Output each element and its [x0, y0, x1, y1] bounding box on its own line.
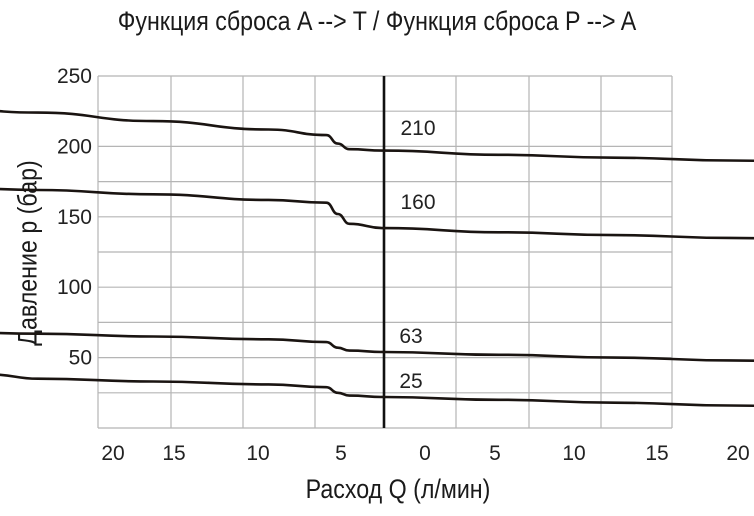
x-tick-label: 5 — [335, 442, 347, 465]
curve-label-63: 63 — [399, 325, 422, 348]
y-tick-label: 50 — [69, 347, 92, 370]
curve-labels: 210 160 63 25 — [399, 117, 435, 393]
x-tick-label: 15 — [162, 442, 185, 465]
series-line-63 — [0, 331, 754, 362]
curve-label-210: 210 — [400, 117, 435, 140]
x-tick-label: 20 — [101, 442, 124, 465]
series-line-210 — [0, 109, 754, 163]
x-tick-label: 5 — [489, 442, 501, 465]
x-axis-label-text: Расход Q (л/мин) — [305, 474, 491, 504]
x-ticks: 20 15 10 5 0 5 10 15 20 — [101, 442, 749, 465]
grid — [97, 75, 673, 429]
series-line-25 — [0, 373, 754, 408]
series-line-160 — [0, 187, 754, 240]
x-tick-label: 10 — [246, 442, 269, 465]
series-lines — [0, 109, 754, 408]
y-tick-label: 100 — [57, 276, 92, 299]
curve-label-160: 160 — [400, 191, 435, 214]
x-axis-label: Расход Q (л/мин) — [56, 474, 704, 505]
chart-title: Функция сброса A --> T / Функция сброса … — [117, 6, 637, 36]
y-ticks: 250 200 150 100 50 — [57, 65, 92, 370]
y-tick-label: 200 — [57, 135, 92, 158]
curve-label-25: 25 — [399, 370, 422, 393]
y-tick-label: 150 — [57, 206, 92, 229]
x-tick-label: 20 — [726, 442, 749, 465]
x-tick-label: 15 — [645, 442, 668, 465]
y-tick-label: 250 — [57, 65, 92, 88]
x-tick-label: 10 — [562, 442, 585, 465]
x-tick-label: 0 — [419, 442, 431, 465]
